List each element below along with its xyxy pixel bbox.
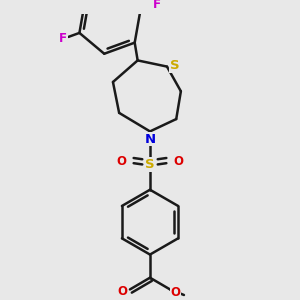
Text: F: F <box>59 32 67 45</box>
Text: O: O <box>171 286 181 299</box>
Text: F: F <box>153 0 160 11</box>
Text: O: O <box>174 155 184 168</box>
Text: O: O <box>117 285 127 298</box>
Text: O: O <box>116 155 126 168</box>
Text: N: N <box>144 133 156 146</box>
Text: S: S <box>145 158 155 171</box>
Text: S: S <box>170 59 179 73</box>
